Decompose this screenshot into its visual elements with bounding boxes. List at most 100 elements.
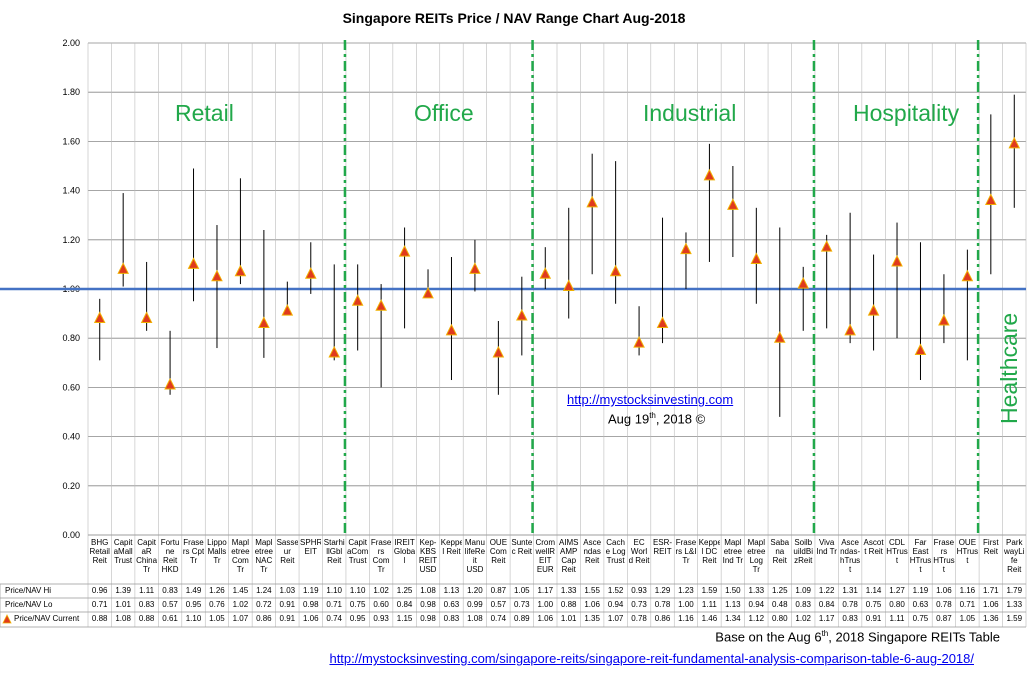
table-cell: 1.22 [818,586,835,595]
table-cell: 1.33 [1006,600,1023,609]
footer-link[interactable]: http://mystocksinvesting.com/singapore-r… [329,651,974,666]
current-marker [445,323,458,336]
current-marker [656,316,669,328]
table-cell: 0.80 [771,614,788,623]
table-row-label: Price/NAV Current [14,614,80,623]
table-cell: 1.19 [912,586,929,595]
category-label: CDL HTrus t [886,538,908,565]
category-label: Crom wellR EIT EUR [535,538,556,574]
table-cell: 1.06 [302,614,319,623]
category-label: Frase rs Com Tr [370,538,392,574]
current-marker [351,294,364,306]
table-cell: 0.83 [795,600,811,609]
category-label: Viva Ind Tr [816,538,837,556]
table-cell: 0.74 [326,614,342,623]
watermark-date: Aug 19th, 2018 © [608,411,706,427]
current-marker [187,257,200,269]
y-tick-label: 1.60 [62,136,80,146]
y-tick-label: 1.80 [62,87,80,97]
current-marker [422,286,434,299]
table-cell: 0.83 [842,614,858,623]
table-cell: 0.57 [490,600,507,609]
watermark-link[interactable]: http://mystocksinvesting.com [567,392,734,407]
current-marker [680,242,692,255]
current-marker [304,267,317,279]
table-cell: 1.12 [748,614,765,623]
table-cell: 0.80 [889,600,905,609]
table-cell: 0.75 [349,600,366,609]
current-marker [375,299,387,311]
current-marker [562,279,575,292]
table-cell: 1.50 [725,586,741,595]
table-cell: 1.33 [748,586,765,595]
table-cell: 1.17 [537,586,554,595]
table-cell: 1.08 [467,614,483,623]
table-cell: 1.33 [560,586,577,595]
category-label: Asce ndas- hTrus t [840,538,861,574]
table-cell: 1.03 [279,586,296,595]
category-label: Kep- KBS REIT USD [418,538,438,574]
table-cell: 0.63 [912,600,929,609]
category-label: Frase rs HTrus t [933,538,955,574]
current-marker [773,331,786,343]
table-cell: 0.84 [396,600,413,609]
category-label: Mapl etree NAC Tr [254,538,273,574]
current-marker [516,308,528,321]
current-marker [867,304,880,316]
table-cell: 0.73 [514,600,530,609]
category-label: Capit aR China Tr [136,538,158,574]
category-label: Capit aMall Trust [113,538,133,565]
table-cell: 0.98 [420,614,436,623]
table-cell: 0.78 [654,600,671,609]
table-cell: 1.10 [326,586,342,595]
table-cell: 1.45 [232,586,249,595]
table-row-label: Price/NAV Hi [5,586,52,595]
table-cell: 1.24 [256,586,272,595]
table-cell: 0.86 [654,614,671,623]
y-tick-label: 1.20 [62,235,80,245]
category-label: Mapl etree Log Tr [747,538,766,574]
current-marker [820,240,833,252]
sector-label-industrial: Industrial [643,100,737,126]
category-label: EC Worl d Reit [628,538,650,565]
y-tick-label: 1.40 [62,186,80,196]
table-cell: 1.16 [959,586,976,595]
current-marker [586,195,598,208]
current-marker [750,252,763,264]
table-cell: 1.15 [396,614,413,623]
table-cell: 0.57 [162,600,178,609]
table-cell: 0.94 [607,600,624,609]
table-cell: 1.26 [209,586,225,595]
current-marker [797,276,810,289]
table-cell: 0.61 [162,614,178,623]
category-label: Ascot t Reit [863,538,884,556]
table-cell: 0.88 [91,614,108,623]
table-cell: 1.05 [209,614,225,623]
table-cell: 1.19 [302,586,319,595]
table-cell: 1.39 [115,586,131,595]
y-tick-label: 0.80 [62,333,80,343]
sector-label-retail: Retail [175,100,234,126]
chart-title: Singapore REITs Price / NAV Range Chart … [342,10,686,26]
table-cell: 1.07 [232,614,249,623]
current-marker [258,316,270,328]
table-cell: 0.74 [490,614,507,623]
category-label: ESR- REIT [652,538,673,556]
table-cell: 1.36 [983,614,999,623]
table-cell: 0.83 [138,600,155,609]
category-label: Mapl etree Com Tr [231,538,250,574]
current-marker [539,267,552,279]
table-cell: 0.91 [279,614,296,623]
table-cell: 0.72 [256,600,272,609]
table-cell: 1.31 [842,586,858,595]
table-cell: 1.17 [818,614,835,623]
table-cell: 0.60 [373,600,389,609]
current-marker [211,269,223,282]
table-cell: 1.14 [865,586,882,595]
current-marker [164,377,176,390]
table-cell: 0.84 [818,600,835,609]
category-label: Soilb uildBi zReit [793,538,813,565]
table-cell: 1.35 [584,614,600,623]
table-cell: 1.09 [795,586,811,595]
